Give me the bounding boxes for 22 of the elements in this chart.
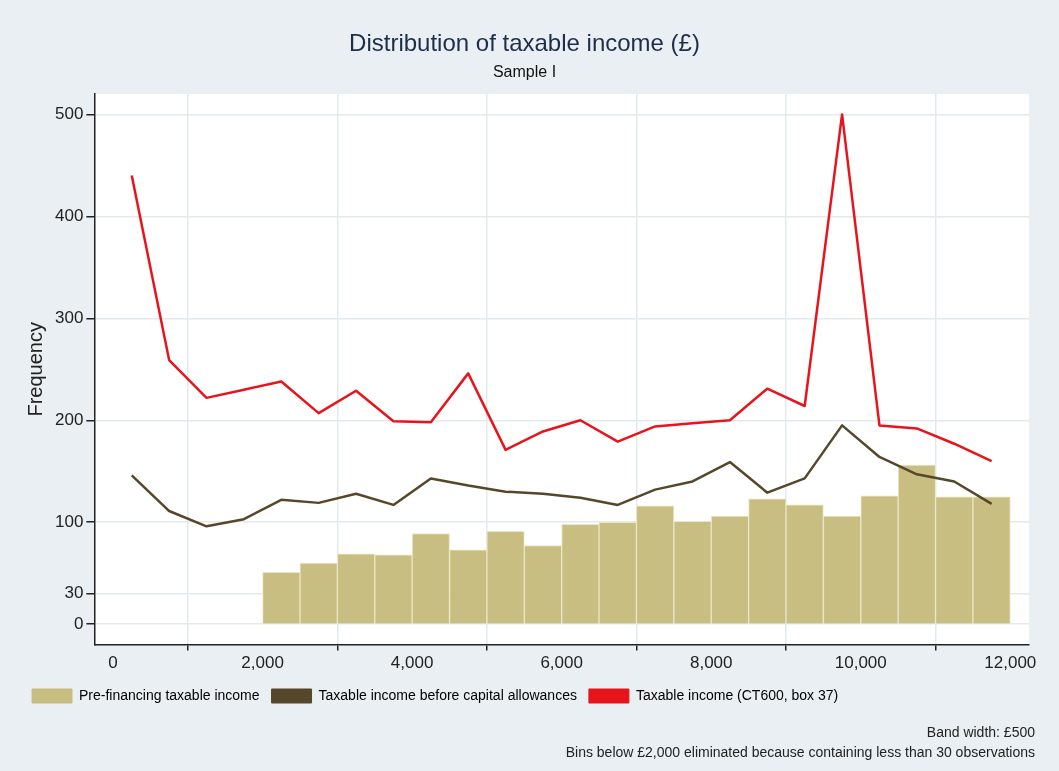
x-tick-label: 4,000 — [390, 653, 434, 673]
legend-label: Pre-financing taxable income — [79, 686, 260, 703]
y-tick-label: 100 — [54, 511, 84, 531]
chart-title: Distribution of taxable income (£) — [349, 29, 700, 57]
x-tick-label: 2,000 — [241, 653, 284, 673]
text: Band width: £500 — [926, 724, 1036, 740]
y-tick-label: 30 — [64, 583, 84, 603]
y-tick-label: 200 — [54, 409, 84, 429]
y-tick-label: 0 — [73, 613, 84, 633]
y-tick-label: 500 — [54, 104, 84, 124]
x-tick-label: 12,000 — [984, 653, 1037, 673]
y-axis-title: Frequency — [23, 322, 46, 417]
text: Bins below £2,000 eliminated because containing less than 30 observations — [565, 744, 1035, 760]
x-tick-label: 8,000 — [689, 653, 733, 673]
y-tick-label: 300 — [54, 308, 84, 328]
legend-label: Taxable income before capital allowances — [318, 686, 577, 703]
y-tick-label: 400 — [54, 206, 84, 226]
x-tick-label: 6,000 — [540, 653, 583, 673]
chart-subtitle: Sample I — [492, 62, 557, 80]
x-tick-label: 10,000 — [834, 653, 887, 673]
x-tick-label: 0 — [108, 653, 118, 673]
legend-label: Taxable income (CT600, box 37) — [635, 686, 839, 703]
